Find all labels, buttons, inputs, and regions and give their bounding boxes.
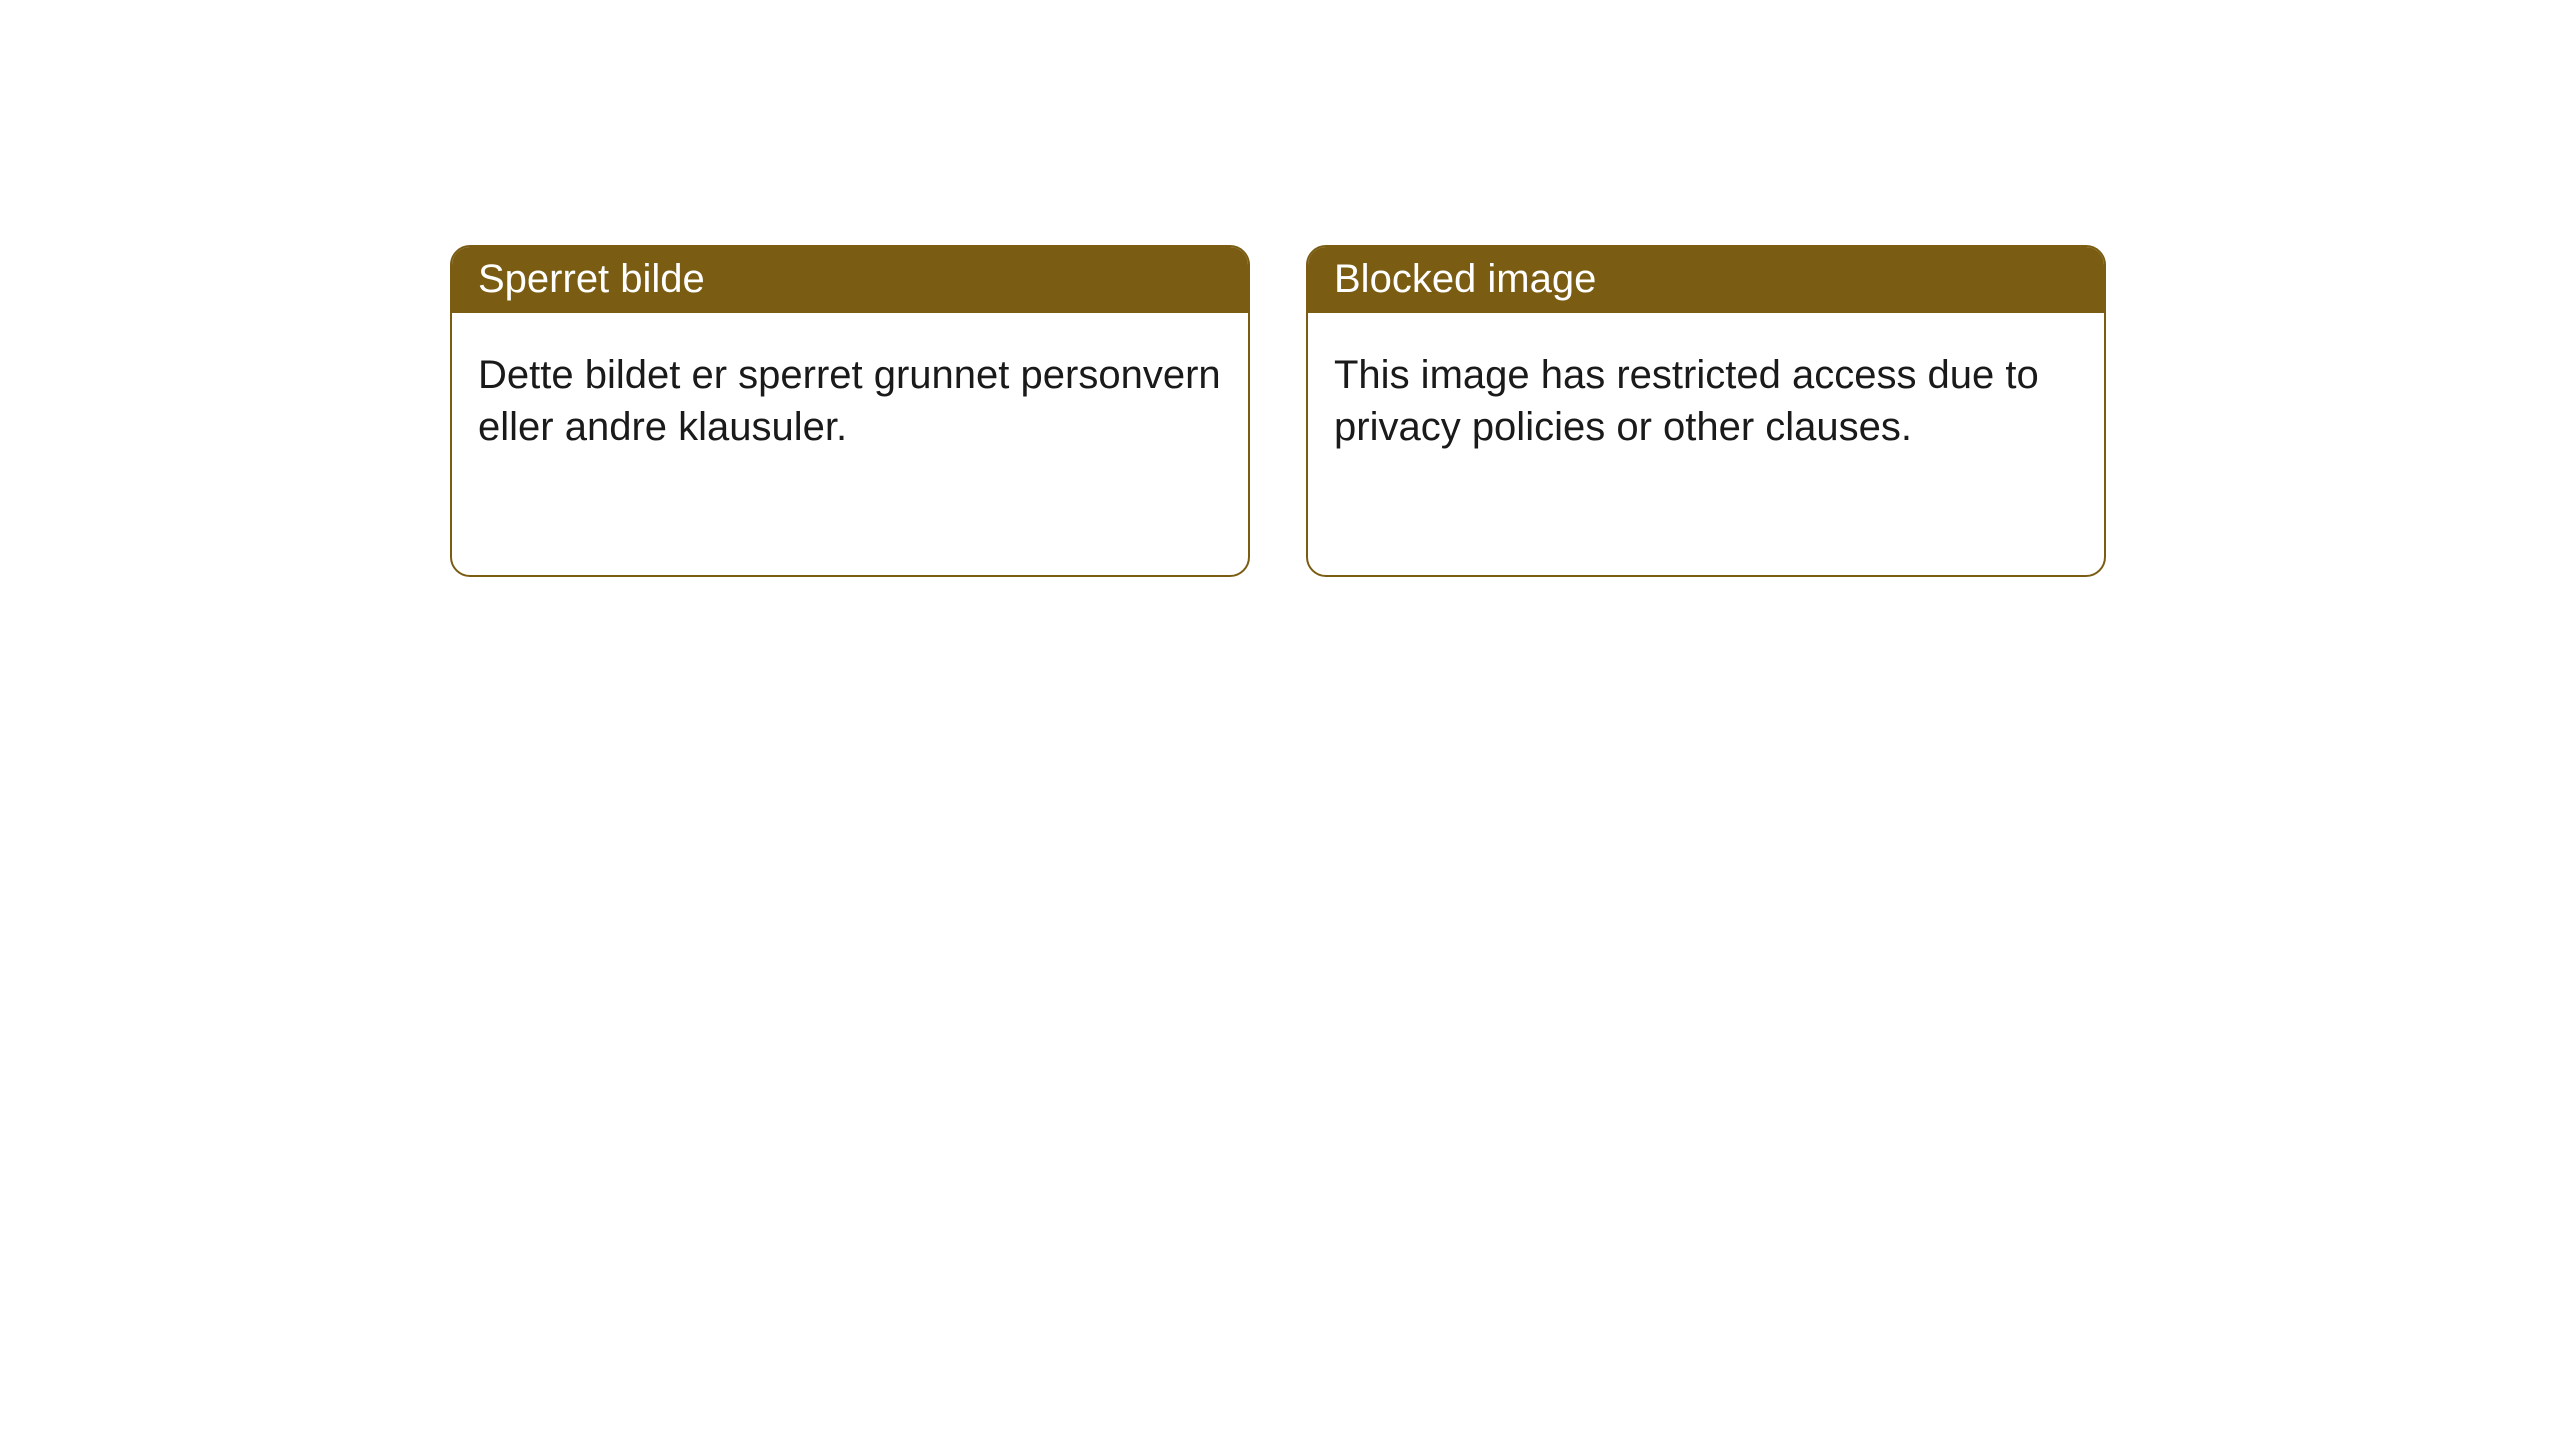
notice-header: Blocked image (1308, 247, 2104, 313)
notice-header: Sperret bilde (452, 247, 1248, 313)
notice-card-english: Blocked image This image has restricted … (1306, 245, 2106, 577)
notice-body: This image has restricted access due to … (1308, 313, 2104, 473)
notice-card-norwegian: Sperret bilde Dette bildet er sperret gr… (450, 245, 1250, 577)
notice-container: Sperret bilde Dette bildet er sperret gr… (0, 0, 2560, 577)
notice-body: Dette bildet er sperret grunnet personve… (452, 313, 1248, 473)
